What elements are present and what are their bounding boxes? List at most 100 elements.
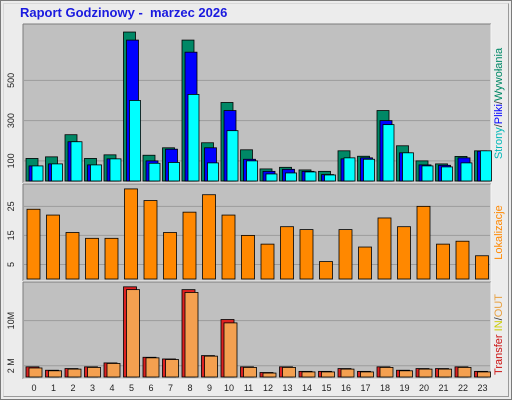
bar-wywolania — [168, 162, 180, 182]
bar-out — [106, 363, 121, 378]
bar-lokalizacje — [143, 200, 158, 280]
bar-lokalizacje — [221, 214, 236, 280]
bar-out — [457, 367, 472, 378]
x-axis-label: 17 — [360, 383, 370, 393]
legend-strony: Strony — [493, 127, 505, 159]
bar-out — [28, 367, 43, 378]
locations-ytick-label: 15 — [6, 230, 16, 240]
bar-out — [48, 370, 62, 378]
bar-lokalizacje — [104, 237, 119, 280]
bar-lokalizacje — [436, 243, 450, 280]
bar-lokalizacje — [299, 229, 314, 280]
legend-sep: / — [493, 316, 505, 320]
legend-out: OUT — [493, 294, 505, 318]
x-axis-label: 22 — [458, 383, 468, 393]
bar-wywolania — [148, 162, 161, 182]
hits-side-legend: Strony/Pliki/Wywołania — [493, 47, 505, 159]
bar-wywolania — [480, 150, 492, 182]
chart-title: Raport Godzinowy - marzec 2026 — [20, 5, 228, 20]
bar-lokalizacje — [202, 194, 216, 280]
bar-lokalizacje — [338, 229, 353, 280]
bar-wywolania — [382, 124, 395, 182]
bar-out — [282, 367, 296, 378]
bar-out — [184, 292, 199, 378]
bar-lokalizacje — [124, 188, 138, 280]
bar-lokalizacje — [475, 255, 489, 280]
bar-wywolania — [421, 165, 434, 182]
bar-lokalizacje — [455, 240, 470, 280]
x-axis-label: 5 — [129, 383, 134, 393]
x-axis-label: 7 — [168, 383, 173, 393]
bar-out — [418, 368, 433, 378]
bar-wywolania — [129, 100, 141, 182]
bar-out — [477, 371, 491, 378]
bar-wywolania — [343, 157, 356, 182]
x-axis-label: 4 — [109, 383, 114, 393]
x-axis-label: 1 — [51, 383, 56, 393]
bar-wywolania — [109, 158, 122, 182]
bar-wywolania — [324, 174, 336, 182]
bar-out — [262, 372, 277, 378]
legend-sep: / — [493, 100, 505, 104]
bar-out — [379, 367, 394, 378]
hits-ytick-label: 100 — [6, 153, 16, 168]
x-axis-label: 18 — [380, 383, 390, 393]
x-axis-label: 10 — [224, 383, 234, 393]
bar-lokalizacje — [65, 232, 80, 280]
bar-out — [87, 367, 101, 378]
x-axis-label: 15 — [321, 383, 331, 393]
legend-transfer: Transfer — [493, 334, 505, 375]
locations-ytick-label: 5 — [6, 262, 16, 267]
bar-lokalizacje — [182, 211, 197, 280]
x-axis-label: 12 — [263, 383, 273, 393]
bar-out — [301, 371, 316, 378]
bar-lokalizacje — [26, 208, 41, 280]
bar-lokalizacje — [241, 235, 255, 280]
bar-out — [321, 371, 335, 378]
bar-out — [243, 367, 257, 378]
transfer-ytick-label: 2 M — [6, 358, 16, 373]
x-axis-label: 2 — [70, 383, 75, 393]
x-axis-label: 3 — [90, 383, 95, 393]
bar-out — [67, 368, 82, 378]
bar-wywolania — [187, 94, 200, 182]
x-axis-label: 19 — [399, 383, 409, 393]
x-axis-label: 9 — [207, 383, 212, 393]
bar-lokalizacje — [358, 246, 372, 280]
bar-wywolania — [70, 141, 83, 182]
legend-sep: / — [493, 123, 505, 127]
bar-lokalizacje — [280, 226, 294, 280]
bar-lokalizacje — [319, 261, 333, 280]
bar-wywolania — [402, 152, 414, 182]
bar-wywolania — [265, 173, 278, 182]
transfer-panel-background — [23, 282, 491, 379]
bar-out — [204, 355, 218, 378]
x-axis-label: 16 — [341, 383, 351, 393]
bar-out — [399, 370, 413, 378]
bar-lokalizacje — [85, 237, 99, 280]
legend-pliki: Pliki — [493, 104, 505, 124]
bar-wywolania — [441, 166, 453, 182]
bar-wywolania — [304, 171, 317, 182]
bar-wywolania — [285, 172, 297, 182]
legend-lokalizacje: Lokalizacje — [493, 205, 505, 259]
legend-in: IN — [493, 320, 505, 331]
x-axis-label: 14 — [302, 383, 312, 393]
bar-out — [223, 322, 238, 378]
x-axis-label: 8 — [187, 383, 192, 393]
bar-out — [340, 368, 355, 378]
locations-ytick-label: 25 — [6, 201, 16, 211]
bar-lokalizacje — [46, 214, 60, 280]
transfer-ytick-label: 10M — [6, 312, 16, 330]
hits-ytick-label: 500 — [6, 73, 16, 88]
bar-out — [145, 357, 160, 378]
bar-lokalizacje — [163, 232, 177, 280]
bar-wywolania — [90, 164, 102, 182]
legend-wywolania: Wywołania — [493, 47, 505, 101]
x-axis-label: 23 — [477, 383, 487, 393]
bar-wywolania — [246, 160, 258, 182]
x-axis-label: 6 — [148, 383, 153, 393]
bar-wywolania — [363, 158, 375, 182]
bar-wywolania — [226, 130, 239, 182]
